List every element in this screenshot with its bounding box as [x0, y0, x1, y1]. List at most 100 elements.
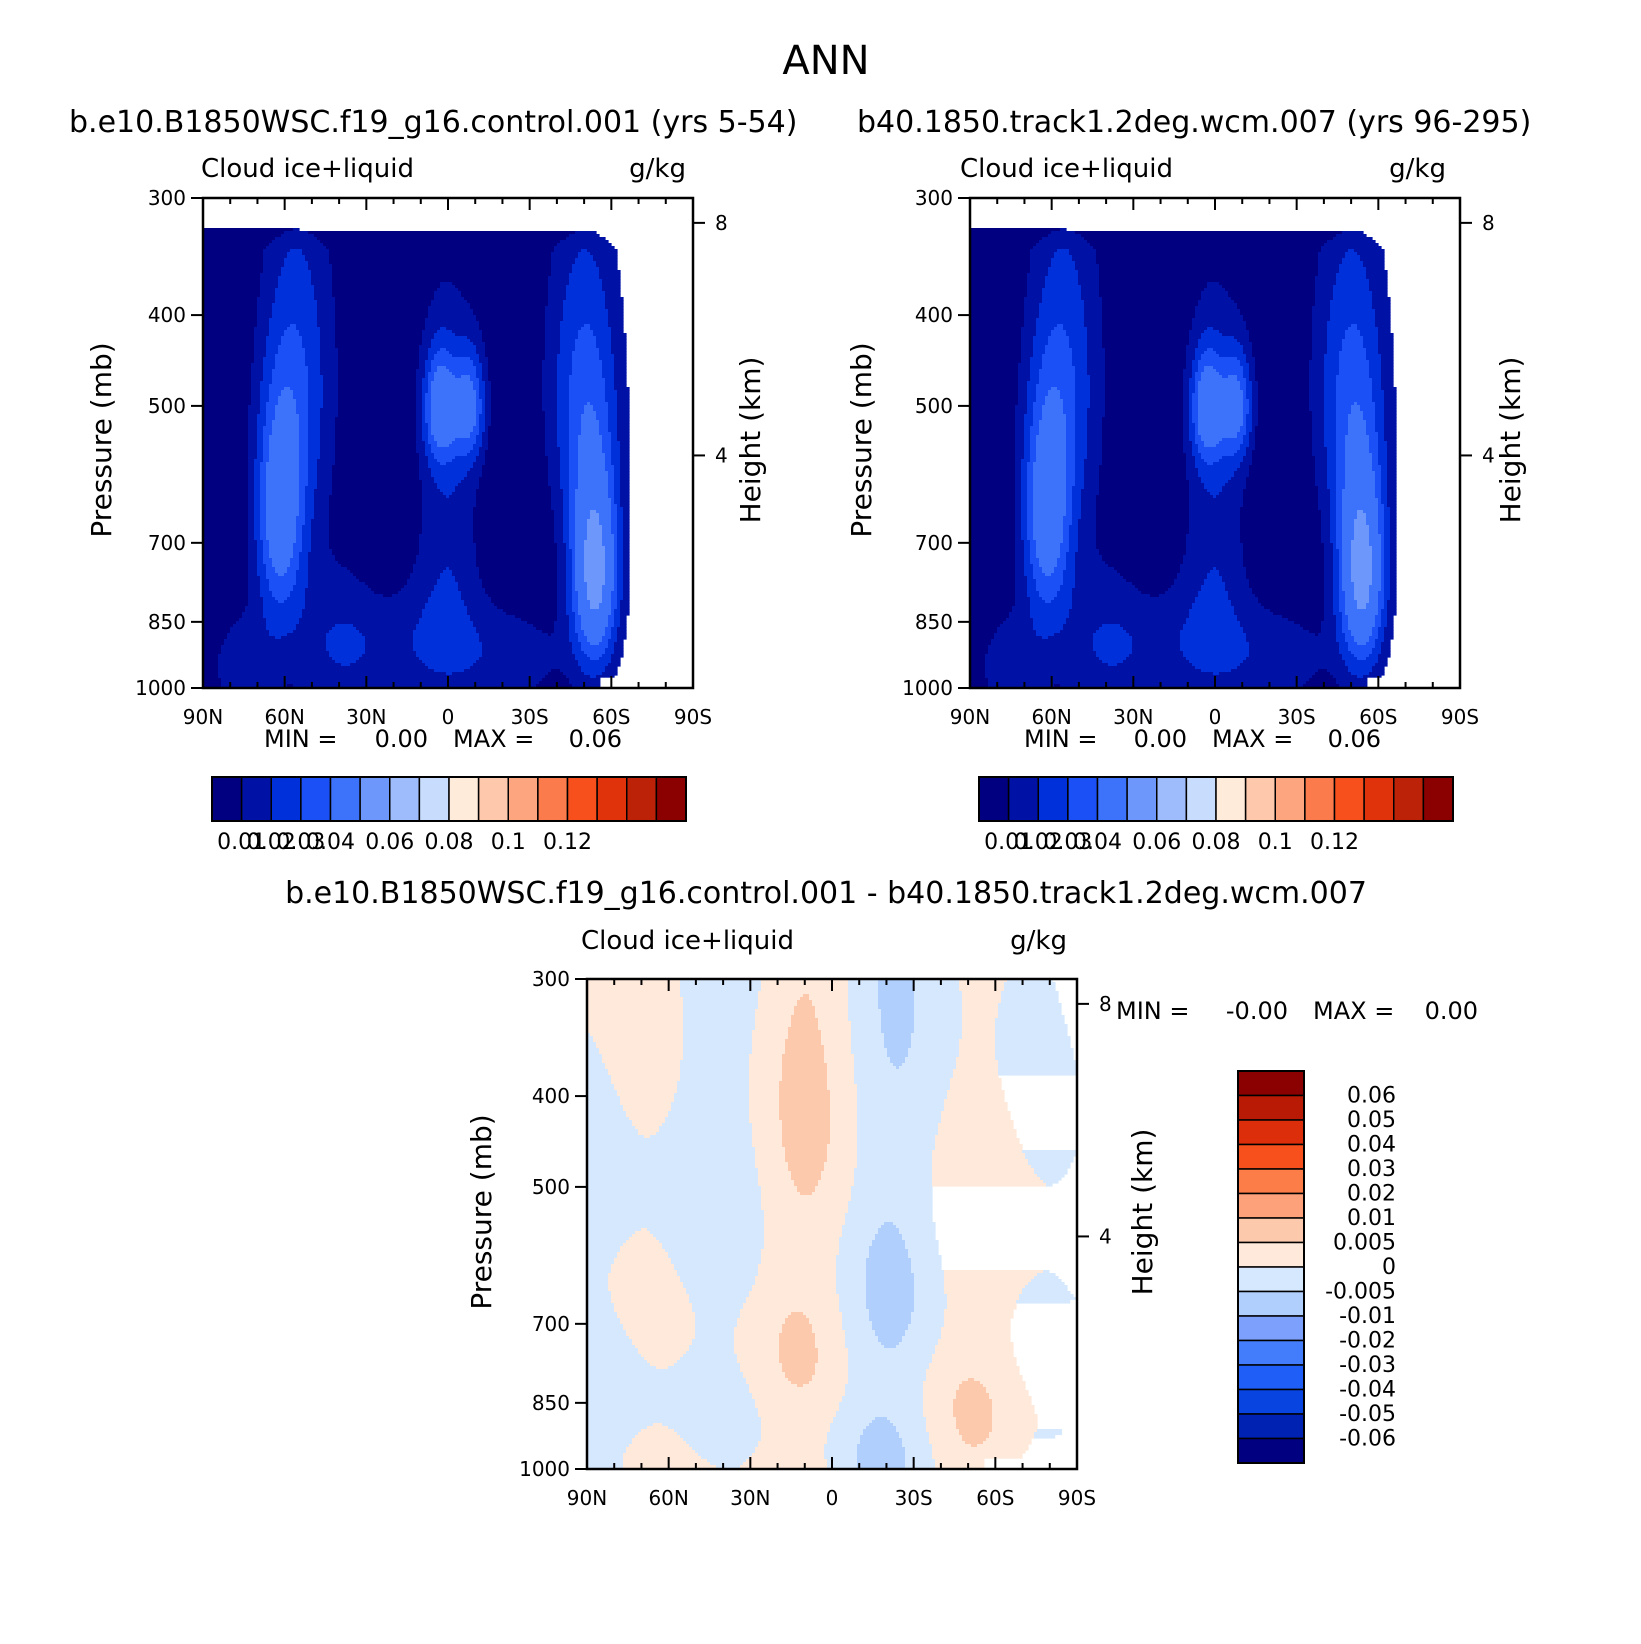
- contour-cell: [1069, 249, 1097, 253]
- contour-cell: [985, 663, 1109, 667]
- contour-cell: [1387, 618, 1394, 622]
- contour-cell: [335, 342, 423, 346]
- contour-cell: [248, 519, 255, 523]
- contour-cell: [572, 558, 576, 562]
- contour-cell: [1198, 468, 1238, 472]
- contour-cell: [485, 420, 492, 424]
- contour-cell: [473, 360, 480, 364]
- contour-cell: [1198, 423, 1244, 427]
- contour-cell: [1189, 336, 1202, 340]
- contour-cell: [1060, 555, 1067, 559]
- contour-cell: [1324, 390, 1337, 394]
- contour-cell: [296, 528, 303, 532]
- contour-cell: [1066, 441, 1076, 445]
- contour-cell: [425, 417, 432, 421]
- contour-cell: [1186, 546, 1244, 550]
- contour-cell: [368, 585, 405, 589]
- contour-cell: [476, 408, 483, 412]
- contour-cell: [1237, 666, 1349, 670]
- contour-cell: [275, 411, 297, 415]
- contour-cell: [1231, 603, 1262, 607]
- contour-cell: [985, 654, 1097, 658]
- contour-cell: [1066, 507, 1073, 511]
- contour-cell: [485, 591, 558, 595]
- contour-cell: [272, 378, 309, 382]
- contour-cell: [251, 402, 261, 406]
- contour-cell: [1312, 348, 1328, 352]
- contour-cell: [1372, 627, 1379, 631]
- contour-cell: [419, 351, 429, 355]
- contour-cell: [1387, 444, 1397, 448]
- contour-cell: [1186, 453, 1193, 457]
- contour-cell: [1333, 564, 1340, 568]
- contour-cell: [488, 363, 543, 367]
- contour-cell: [1342, 507, 1379, 511]
- contour-cell: [578, 459, 606, 463]
- contour-cell: [620, 498, 630, 502]
- contour-cell: [970, 414, 1016, 418]
- contour-cell: [1066, 504, 1073, 508]
- contour-cell: [1324, 369, 1340, 373]
- contour-cell: [1015, 405, 1028, 409]
- contour-cell: [431, 363, 474, 367]
- contour-cell: [257, 540, 264, 544]
- contour-cell: [260, 474, 267, 478]
- contour-cell: [1309, 384, 1325, 388]
- contour-cell: [1378, 591, 1385, 595]
- contour-cell: [1339, 552, 1343, 556]
- contour-cell: [1390, 531, 1397, 535]
- contour-cell: [1333, 606, 1340, 610]
- contour-cell: [1243, 489, 1319, 493]
- contour-cell: [1351, 573, 1373, 577]
- contour-cell: [1189, 387, 1196, 391]
- contour-cell: [1180, 633, 1247, 637]
- contour-cell: [1240, 540, 1322, 544]
- contour-cell: [1354, 591, 1370, 595]
- contour-cell: [545, 306, 564, 310]
- contour-cell: [557, 618, 570, 622]
- contour-cell: [620, 459, 630, 463]
- contour-cell: [1198, 474, 1235, 478]
- contour-cell: [440, 348, 447, 352]
- contour-cell: [611, 462, 621, 466]
- contour-cell: [425, 447, 432, 451]
- contour-cell: [1027, 522, 1034, 526]
- contour-cell: [542, 402, 558, 406]
- contour-cell: [1186, 465, 1196, 469]
- contour-cell: [482, 441, 489, 445]
- contour-cell: [1327, 450, 1337, 454]
- contour-cell: [1327, 447, 1337, 451]
- contour-cell: [1342, 627, 1349, 631]
- contour-cell: [479, 354, 486, 358]
- contour-cell: [269, 579, 297, 583]
- y2-tick-label: 8: [715, 211, 728, 235]
- contour-cell: [281, 339, 303, 343]
- contour-cell: [554, 540, 564, 544]
- contour-cell: [281, 636, 327, 640]
- contour-cell: [569, 405, 585, 409]
- contour-cell: [248, 561, 258, 565]
- contour-cell: [257, 570, 267, 574]
- contour-cell: [1336, 615, 1343, 619]
- contour-cell: [569, 546, 576, 550]
- contour-cell: [1066, 438, 1076, 442]
- contour-cell: [488, 432, 546, 436]
- contour-cell: [1372, 564, 1382, 568]
- contour-cell: [1072, 489, 1082, 493]
- contour-cell: [545, 420, 558, 424]
- contour-cell: [587, 531, 603, 535]
- contour-cell: [602, 540, 615, 544]
- contour-cell: [1345, 471, 1376, 475]
- contour-cell: [1252, 417, 1259, 421]
- contour-cell: [1075, 402, 1091, 406]
- contour-cell: [611, 459, 621, 463]
- contour-cell: [1066, 561, 1076, 565]
- contour-cell: [203, 606, 246, 610]
- contour-cell: [611, 510, 618, 514]
- contour-cell: [260, 594, 273, 598]
- contour-cell: [617, 597, 624, 601]
- contour-cell: [1336, 507, 1343, 511]
- contour-cell: [308, 420, 321, 424]
- contour-cell: [970, 573, 1016, 577]
- contour-cell: [1045, 600, 1052, 604]
